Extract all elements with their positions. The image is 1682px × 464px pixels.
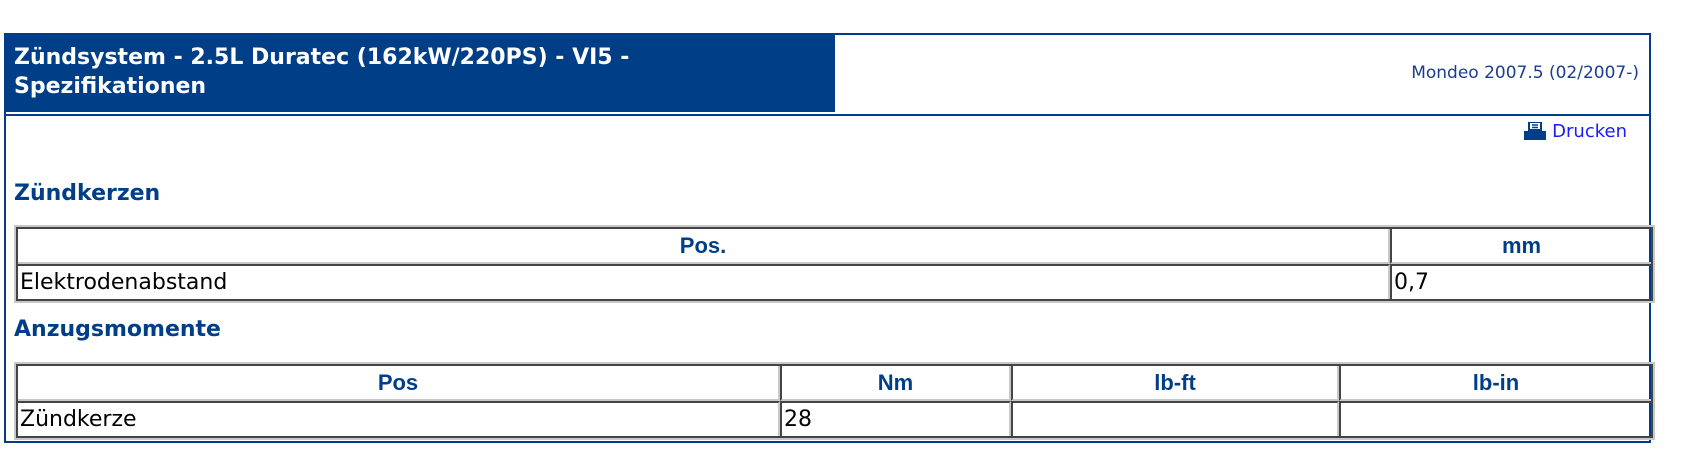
table-header-row: Pos Nm lb-ft lb-in xyxy=(16,364,1653,401)
model-label: Mondeo 2007.5 (02/2007-) xyxy=(1411,63,1639,83)
print-label: Drucken xyxy=(1552,121,1627,142)
spark-plug-table: Pos. mm Elektrodenabstand 0,7 xyxy=(14,225,1655,303)
column-header: lb-in xyxy=(1339,364,1653,401)
column-header: mm xyxy=(1390,227,1653,264)
column-header: Pos. xyxy=(16,227,1390,264)
page-title: Zündsystem - 2.5L Duratec (162kW/220PS) … xyxy=(6,35,835,112)
table-row: Elektrodenabstand 0,7 xyxy=(16,264,1653,301)
column-header: lb-ft xyxy=(1011,364,1339,401)
printer-icon xyxy=(1524,121,1547,140)
table-row: Zündkerze 28 xyxy=(16,401,1653,438)
table-cell: 28 xyxy=(780,401,1011,438)
table-header-row: Pos. mm xyxy=(16,227,1653,264)
column-header: Pos xyxy=(16,364,780,401)
print-button[interactable]: Drucken xyxy=(1524,121,1627,142)
table-cell xyxy=(1339,401,1653,438)
table-cell: Zündkerze xyxy=(16,401,780,438)
table-cell xyxy=(1011,401,1339,438)
table-cell: 0,7 xyxy=(1390,264,1653,301)
table-cell: Elektrodenabstand xyxy=(16,264,1390,301)
spec-panel: Zündsystem - 2.5L Duratec (162kW/220PS) … xyxy=(4,33,1655,443)
torque-table: Pos Nm lb-ft lb-in Zündkerze 28 xyxy=(14,362,1655,440)
column-header: Nm xyxy=(780,364,1011,401)
section-heading-anzugsmomente: Anzugsmomente xyxy=(14,317,221,342)
section-heading-zuendkerzen: Zündkerzen xyxy=(14,181,161,206)
header: Zündsystem - 2.5L Duratec (162kW/220PS) … xyxy=(6,35,1649,116)
